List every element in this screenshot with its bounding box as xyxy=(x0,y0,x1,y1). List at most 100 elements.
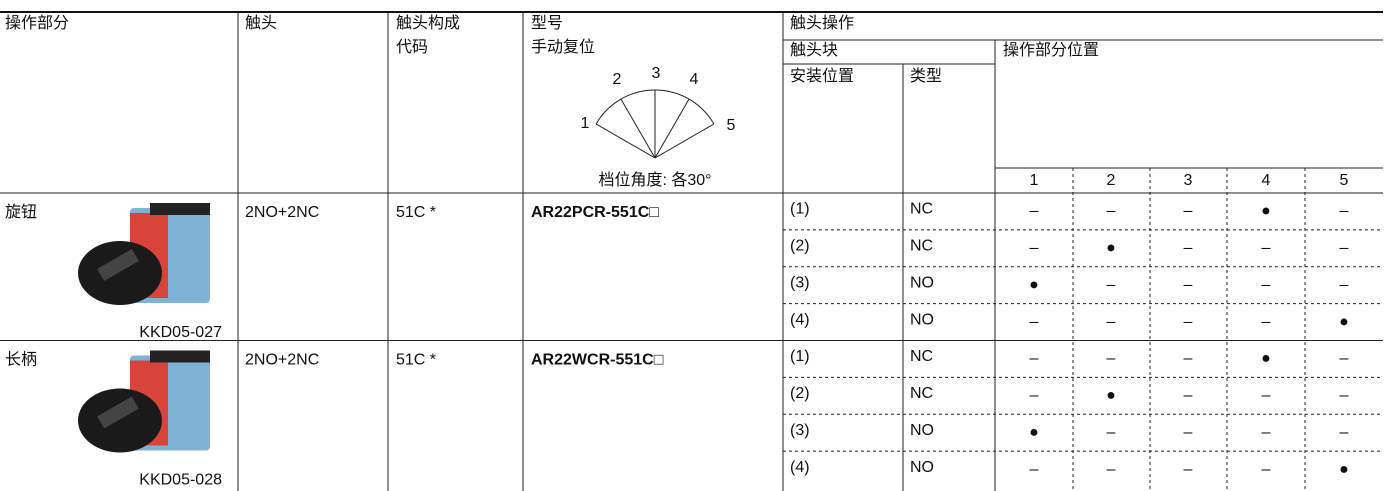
cell-text: – xyxy=(1030,240,1039,257)
cell-text: AR22PCR-551C□ xyxy=(531,204,659,221)
cell-text: NC xyxy=(910,238,933,255)
cell-text: – xyxy=(1184,387,1193,404)
cell-text: ● xyxy=(1106,387,1116,404)
cell-text: (1) xyxy=(790,348,810,365)
cell-text: 3 xyxy=(652,65,661,82)
cell-text: – xyxy=(1184,276,1193,293)
cell-text: 3 xyxy=(1184,172,1193,189)
cell-text: – xyxy=(1184,240,1193,257)
cell-text: 操作部分位置 xyxy=(1003,41,1099,59)
cell-text: 长柄 xyxy=(5,351,37,369)
cell-text: 触头操作 xyxy=(790,14,854,32)
knob xyxy=(78,241,162,305)
cell-text: – xyxy=(1030,313,1039,330)
cell-text: – xyxy=(1262,424,1271,441)
knob-grip xyxy=(97,248,139,282)
cell-text: – xyxy=(1262,461,1271,478)
cell-text: 型号 xyxy=(531,14,563,32)
cell-text: – xyxy=(1340,350,1349,367)
cell-text: (3) xyxy=(790,422,810,439)
cell-text: 1 xyxy=(581,115,590,132)
cell-text: NC xyxy=(910,348,933,365)
cell-text: – xyxy=(1340,240,1349,257)
cell-text: – xyxy=(1262,240,1271,257)
cell-text: NO xyxy=(910,459,934,476)
cell-text: – xyxy=(1340,276,1349,293)
cell-text: 51C * xyxy=(396,204,436,221)
cell-text: 档位角度: 各30° xyxy=(598,171,711,189)
cell-text: – xyxy=(1340,424,1349,441)
cell-text: – xyxy=(1107,350,1116,367)
switch-frame xyxy=(150,350,210,363)
cell-text: – xyxy=(1340,387,1349,404)
cell-text: 触头 xyxy=(245,14,277,32)
product-image xyxy=(78,350,210,453)
cell-text: ● xyxy=(1029,424,1039,441)
cell-text: NC xyxy=(910,385,933,402)
cell-text: NC xyxy=(910,201,933,218)
cell-text: (4) xyxy=(790,311,810,328)
cell-text: (2) xyxy=(790,385,810,402)
cell-text: NO xyxy=(910,274,934,291)
knob xyxy=(78,388,162,453)
cell-text: – xyxy=(1184,350,1193,367)
cell-text: 5 xyxy=(1340,172,1349,189)
cell-text: ● xyxy=(1261,203,1271,220)
angle-arc xyxy=(595,89,715,125)
cell-text: – xyxy=(1262,387,1271,404)
cell-text: 51C * xyxy=(396,352,436,369)
cell-text: AR22WCR-551C□ xyxy=(531,352,664,369)
angle-ray xyxy=(654,98,690,159)
cell-text: 1 xyxy=(1030,172,1039,189)
cell-text: (3) xyxy=(790,274,810,291)
switch-frame xyxy=(150,203,210,215)
cell-text: – xyxy=(1030,350,1039,367)
product-image xyxy=(78,203,210,305)
angle-ray xyxy=(595,123,656,159)
cell-text: 2 xyxy=(1107,172,1116,189)
cell-text: 4 xyxy=(690,71,699,88)
cell-text: – xyxy=(1107,461,1116,478)
cell-text: – xyxy=(1107,313,1116,330)
cell-text: – xyxy=(1030,203,1039,220)
cell-text: 手动复位 xyxy=(531,38,595,56)
cell-text: ● xyxy=(1339,461,1349,478)
cell-text: KKD05-028 xyxy=(139,472,222,489)
cell-text: – xyxy=(1184,461,1193,478)
angle-ray xyxy=(654,123,715,159)
cell-text: ● xyxy=(1261,350,1271,367)
cell-text: KKD05-027 xyxy=(139,324,222,341)
cell-text: – xyxy=(1340,203,1349,220)
cell-text: 旋钮 xyxy=(5,203,37,221)
cell-text: 2NO+2NC xyxy=(245,204,319,221)
cell-text: (4) xyxy=(790,459,810,476)
cell-text: 5 xyxy=(727,117,736,134)
cell-text: ● xyxy=(1339,313,1349,330)
cell-text: NO xyxy=(910,422,934,439)
cell-text: – xyxy=(1184,424,1193,441)
cell-text: – xyxy=(1107,276,1116,293)
cell-text: 2 xyxy=(613,71,622,88)
cell-text: 4 xyxy=(1262,172,1271,189)
cell-text: ● xyxy=(1106,240,1116,257)
cell-text: 操作部分 xyxy=(5,14,69,32)
cell-text: – xyxy=(1107,424,1116,441)
cell-text: – xyxy=(1262,313,1271,330)
cell-text: 2NO+2NC xyxy=(245,352,319,369)
cell-text: – xyxy=(1184,313,1193,330)
cell-text: (2) xyxy=(790,238,810,255)
cell-text: 触头构成 xyxy=(396,14,460,32)
cell-text: 触头块 xyxy=(790,41,838,59)
cell-text: 类型 xyxy=(910,67,942,85)
cell-text: (1) xyxy=(790,201,810,218)
cell-text: 安装位置 xyxy=(790,67,854,85)
cell-text: – xyxy=(1262,276,1271,293)
cell-text: – xyxy=(1107,203,1116,220)
angle-ray xyxy=(620,98,656,159)
cell-text: – xyxy=(1184,203,1193,220)
cell-text: ● xyxy=(1029,276,1039,293)
cell-text: – xyxy=(1030,461,1039,478)
cell-text: – xyxy=(1030,387,1039,404)
knob-grip xyxy=(97,396,139,429)
